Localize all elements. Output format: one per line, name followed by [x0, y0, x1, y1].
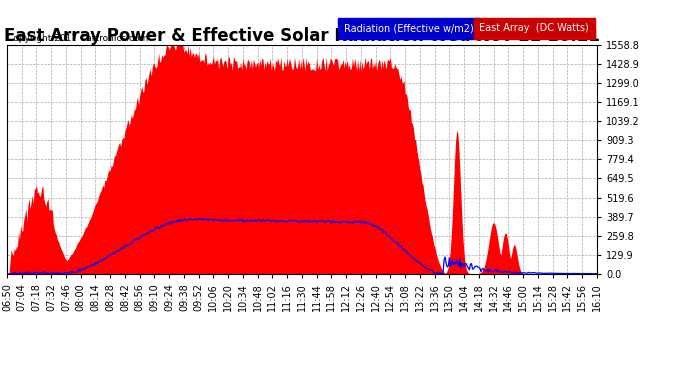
Text: Copyright 2017 Cartronics.com: Copyright 2017 Cartronics.com — [7, 34, 148, 43]
Title: East Array Power & Effective Solar Radiation Wed Nov 22 16:21: East Array Power & Effective Solar Radia… — [4, 27, 600, 45]
Legend: Radiation (Effective w/m2), East Array  (DC Watts): Radiation (Effective w/m2), East Array (… — [338, 20, 592, 36]
